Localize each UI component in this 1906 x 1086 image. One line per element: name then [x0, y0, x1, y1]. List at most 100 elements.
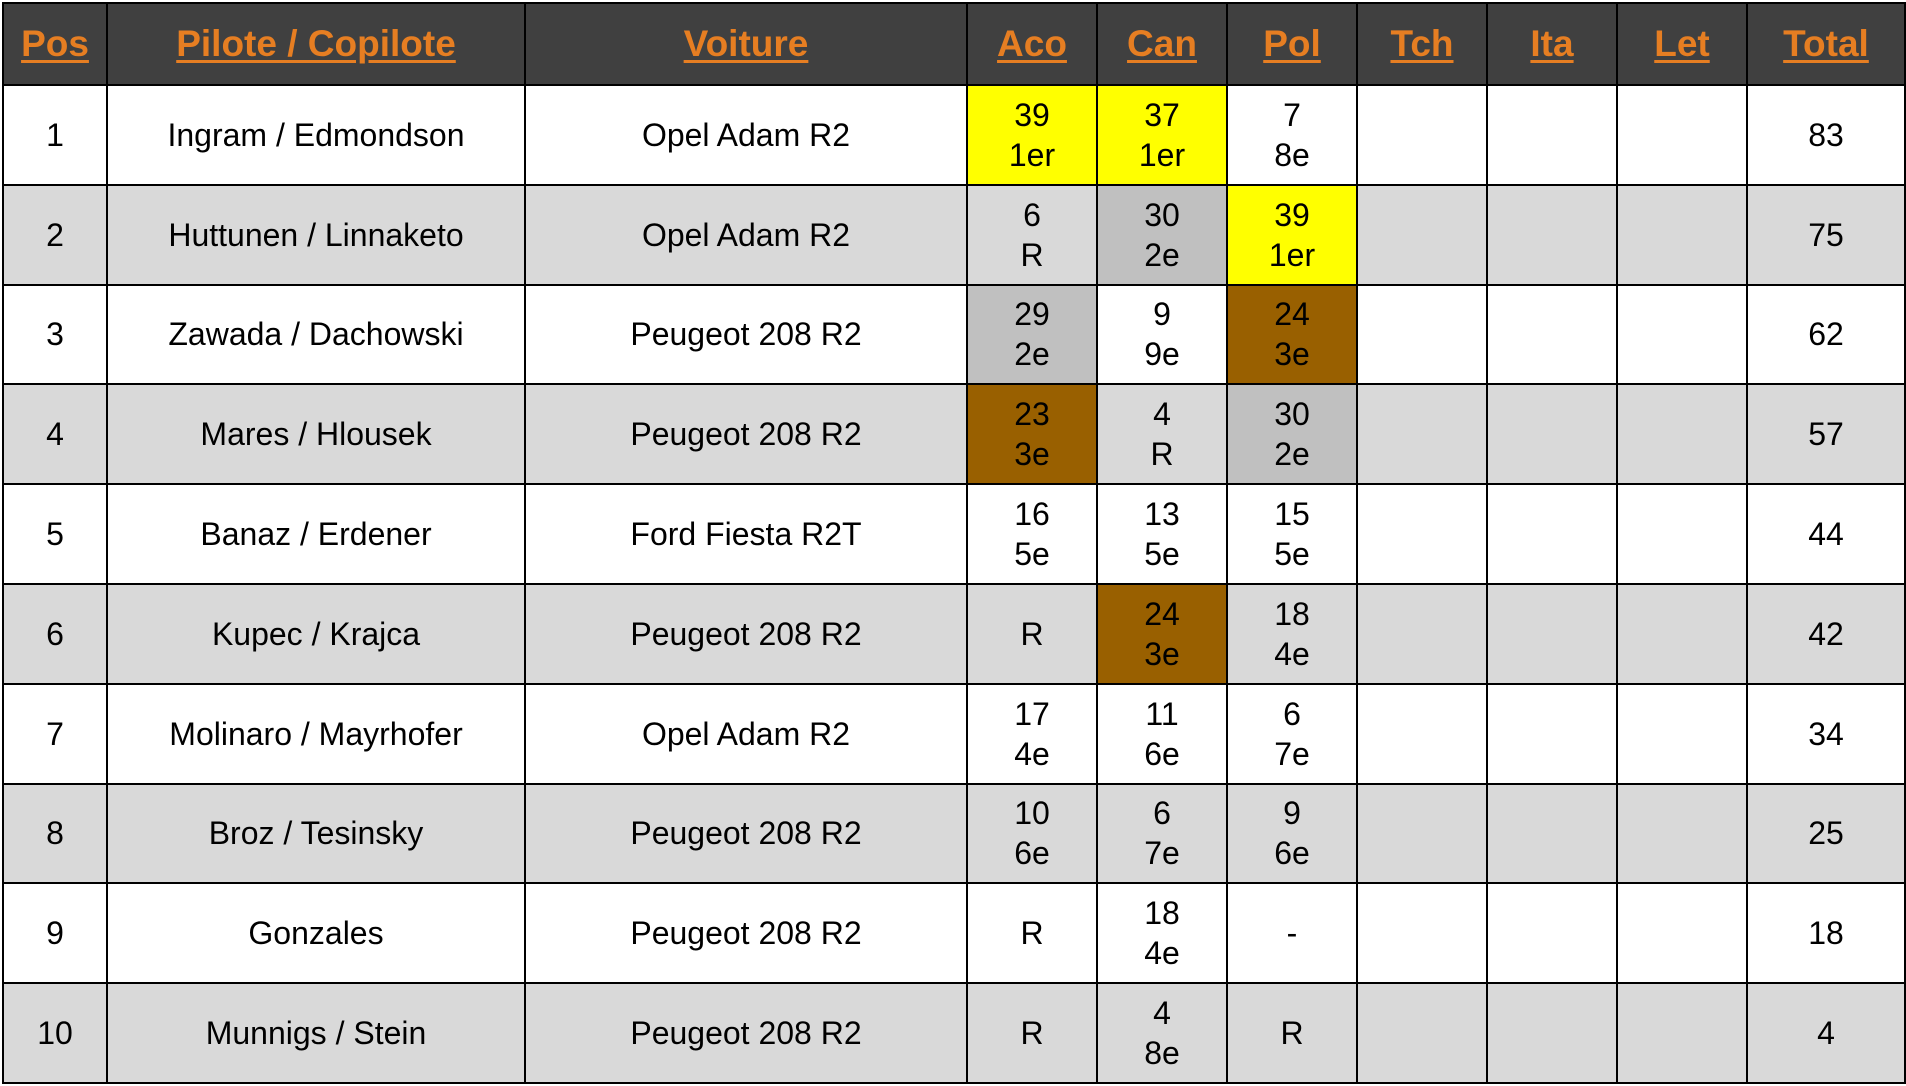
rally-cell-ita: [1486, 582, 1618, 685]
crew-cell: Munnigs / Stein: [106, 982, 526, 1084]
rally-cell-tch: [1356, 483, 1488, 585]
rally-cell-let: [1616, 483, 1748, 585]
rally-result: R: [1150, 436, 1174, 473]
table-row: 2 Huttunen / Linnaketo Opel Adam R2 6 R 30 2e 3…: [2, 183, 1906, 286]
rally-result: 2e: [1014, 336, 1050, 373]
header-rally-ita[interactable]: Ita: [1486, 2, 1618, 86]
rally-result: 1er: [1138, 136, 1186, 173]
rally-result: 1er: [1268, 236, 1316, 273]
crew-cell: Kupec / Krajca: [106, 582, 526, 685]
car-cell: Peugeot 208 R2: [524, 882, 968, 985]
rally-points: 23: [1014, 396, 1050, 433]
rally-points: 11: [1145, 695, 1179, 732]
header-rally-tch[interactable]: Tch: [1356, 2, 1488, 86]
pos-cell: 9: [2, 882, 108, 985]
rally-cell-ita: [1486, 682, 1618, 785]
rally-points: 30: [1274, 396, 1310, 433]
rally-cell-can: 4 8e: [1096, 982, 1228, 1084]
rally-result: 4e: [1274, 635, 1310, 672]
pos-cell: 4: [2, 383, 108, 486]
pos-cell: 7: [2, 682, 108, 785]
rally-cell-let: [1616, 283, 1748, 386]
rally-cell-ita: [1486, 283, 1618, 386]
table-row: 6 Kupec / Krajca Peugeot 208 R2 R 24 3e 18 4e 42: [2, 582, 1906, 685]
header-crew[interactable]: Pilote / Copilote: [106, 2, 526, 86]
pos-cell: 1: [2, 84, 108, 186]
rally-result: 9e: [1144, 336, 1180, 373]
rally-cell-can: 18 4e: [1096, 882, 1228, 985]
header-rally-pol[interactable]: Pol: [1226, 2, 1358, 86]
crew-cell: Gonzales: [106, 882, 526, 985]
rally-result: 6e: [1274, 835, 1310, 872]
rally-cell-ita: [1486, 84, 1618, 186]
header-rally-let[interactable]: Let: [1616, 2, 1748, 86]
rally-points: 15: [1274, 496, 1310, 533]
header-car[interactable]: Voiture: [524, 2, 968, 86]
rally-cell-pol: 7 8e: [1226, 84, 1358, 186]
rally-cell-pol: 15 5e: [1226, 483, 1358, 585]
rally-cell-tch: [1356, 383, 1488, 486]
rally-points: R: [1280, 1015, 1304, 1052]
rally-points: 39: [1274, 196, 1310, 233]
car-cell: Peugeot 208 R2: [524, 582, 968, 685]
rally-points: 9: [1153, 296, 1171, 333]
rally-cell-aco: 23 3e: [966, 383, 1098, 486]
rally-points: 6: [1153, 795, 1171, 832]
rally-cell-aco: 17 4e: [966, 682, 1098, 785]
rally-points: 39: [1014, 96, 1050, 133]
rally-cell-ita: [1486, 882, 1618, 985]
header-total[interactable]: Total: [1746, 2, 1906, 86]
rally-cell-pol: -: [1226, 882, 1358, 985]
rally-points: 16: [1014, 496, 1050, 533]
header-rally-aco[interactable]: Aco: [966, 2, 1098, 86]
rally-result: 3e: [1014, 436, 1050, 473]
rally-points: 9: [1283, 795, 1301, 832]
rally-points: 10: [1014, 795, 1050, 832]
rally-result: 6e: [1014, 835, 1050, 872]
rally-cell-pol: 9 6e: [1226, 782, 1358, 885]
rally-cell-tch: [1356, 982, 1488, 1084]
rally-cell-ita: [1486, 982, 1618, 1084]
car-cell: Peugeot 208 R2: [524, 982, 968, 1084]
crew-cell: Ingram / Edmondson: [106, 84, 526, 186]
rally-cell-aco: 29 2e: [966, 283, 1098, 386]
car-cell: Peugeot 208 R2: [524, 383, 968, 486]
rally-points: 13: [1144, 496, 1180, 533]
rally-cell-aco: 10 6e: [966, 782, 1098, 885]
table-row: 7 Molinaro / Mayrhofer Opel Adam R2 17 4e 11 6…: [2, 682, 1906, 785]
rally-cell-ita: [1486, 483, 1618, 585]
total-cell: 4: [1746, 982, 1906, 1084]
rally-result: 3e: [1274, 336, 1310, 373]
rally-cell-can: 6 7e: [1096, 782, 1228, 885]
crew-cell: Banaz / Erdener: [106, 483, 526, 585]
rally-points: 24: [1274, 296, 1310, 333]
total-cell: 62: [1746, 283, 1906, 386]
rally-cell-can: 13 5e: [1096, 483, 1228, 585]
rally-result: 8e: [1144, 1035, 1180, 1072]
crew-cell: Molinaro / Mayrhofer: [106, 682, 526, 785]
pos-cell: 2: [2, 183, 108, 286]
rally-cell-ita: [1486, 383, 1618, 486]
table-row: 9 Gonzales Peugeot 208 R2 R 18 4e -18: [2, 882, 1906, 985]
rally-cell-let: [1616, 84, 1748, 186]
table-row: 10 Munnigs / Stein Peugeot 208 R2 R 4 8e R 4: [2, 982, 1906, 1084]
header-row: Pos Pilote / Copilote Voiture Aco Can Po…: [2, 2, 1906, 86]
rally-cell-aco: 39 1er: [966, 84, 1098, 186]
rally-cell-aco: R: [966, 982, 1098, 1084]
header-rally-can[interactable]: Can: [1096, 2, 1228, 86]
rally-points: 18: [1144, 895, 1180, 932]
header-pos[interactable]: Pos: [2, 2, 108, 86]
car-cell: Opel Adam R2: [524, 84, 968, 186]
total-cell: 83: [1746, 84, 1906, 186]
rally-cell-can: 30 2e: [1096, 183, 1228, 286]
car-cell: Ford Fiesta R2T: [524, 483, 968, 585]
crew-cell: Broz / Tesinsky: [106, 782, 526, 885]
rally-result: 1er: [1008, 136, 1056, 173]
rally-result: 7e: [1274, 735, 1310, 772]
rally-cell-let: [1616, 982, 1748, 1084]
rally-cell-tch: [1356, 183, 1488, 286]
total-cell: 34: [1746, 682, 1906, 785]
